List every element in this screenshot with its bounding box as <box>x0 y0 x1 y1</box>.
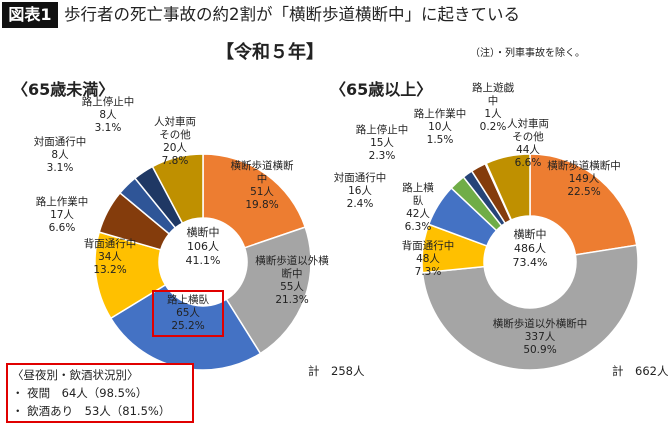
category-label: 人対車両その他 <box>154 116 196 141</box>
center-label: 横断中 106人 41.1% <box>173 226 233 268</box>
percent-label: 6.6% <box>514 157 542 169</box>
total-label: 計 258人 <box>308 364 365 378</box>
value-label: 10人 <box>428 121 452 133</box>
slice-label: 路上遊戯中 1人 0.2% <box>468 82 518 134</box>
badge: 図表1 <box>2 2 58 28</box>
value-label: 44人 <box>516 144 540 156</box>
value-label: 48人 <box>416 253 440 265</box>
center-value-label: 486人 <box>514 242 546 255</box>
value-label: 51人 <box>250 186 274 198</box>
value-label: 1人 <box>484 108 502 120</box>
annotation-line: ・ 飲酒あり 53人（81.5%） <box>12 404 171 418</box>
center-percent-label: 41.1% <box>185 254 221 267</box>
slice-label: 背面通行中 48人 7.3% <box>396 240 460 279</box>
percent-label: 25.2% <box>171 320 205 332</box>
percent-label: 3.1% <box>94 122 122 134</box>
slice-label: 横断歩道以外横断中 337人 50.9% <box>485 318 595 357</box>
chart-title: 〈65歳以上〉 <box>330 80 433 99</box>
value-label: 65人 <box>176 307 200 319</box>
percent-label: 1.5% <box>426 134 454 146</box>
value-label: 34人 <box>98 251 122 263</box>
slice-label: 背面通行中 34人 13.2% <box>80 238 140 277</box>
category-label: 背面通行中 <box>83 238 137 250</box>
slice-label: 路上停止中 8人 3.1% <box>78 96 138 135</box>
slice-label: 横断歩道横断中 51人 19.8% <box>230 160 294 212</box>
category-label: 横断歩道横断中 <box>230 160 294 185</box>
center-name: 横断中 <box>513 228 547 241</box>
slice-label: 対面通行中 16人 2.4% <box>330 172 390 211</box>
slice-label: 路上停止中 15人 2.3% <box>352 124 412 163</box>
title: 歩行者の死亡事故の約2割が「横断歩道横断中」に起きている <box>64 5 520 24</box>
slice-label: 路上作業中 10人 1.5% <box>408 108 472 147</box>
category-label: 横断歩道以外横断中 <box>255 255 329 280</box>
category-label: 路上停止中 <box>355 124 409 136</box>
category-label: 横断歩道横断中 <box>547 160 621 172</box>
percent-label: 2.3% <box>368 150 396 162</box>
percent-label: 21.3% <box>275 294 309 306</box>
percent-label: 13.2% <box>93 264 127 276</box>
category-label: 路上遊戯中 <box>472 82 514 107</box>
value-label: 17人 <box>50 209 74 221</box>
percent-label: 0.2% <box>479 121 507 133</box>
category-label: 背面通行中 <box>401 240 455 252</box>
slice <box>202 153 307 249</box>
category-label: 横断歩道以外横断中 <box>492 318 588 330</box>
slice-label: 対面通行中 8人 3.1% <box>30 136 90 175</box>
percent-label: 6.3% <box>404 221 432 233</box>
center-name: 横断中 <box>186 226 220 239</box>
center-percent-label: 73.4% <box>512 256 548 269</box>
slice-label: 横断歩道以外横断中 55人 21.3% <box>253 255 331 307</box>
category-label: 対面通行中 <box>33 136 87 148</box>
category-label: 対面通行中 <box>333 172 387 184</box>
slice <box>151 153 204 225</box>
slice-label: 横断歩道横断中 149人 22.5% <box>539 160 629 199</box>
percent-label: 6.6% <box>48 222 76 234</box>
value-label: 16人 <box>348 185 372 197</box>
slice-label: 路上横臥 42人 6.3% <box>398 182 438 234</box>
value-label: 55人 <box>280 281 304 293</box>
percent-label: 22.5% <box>567 186 601 198</box>
total-label: 計 662人 <box>612 364 669 378</box>
annotation-line: ・ 夜間 64人（98.5%） <box>12 386 148 400</box>
annotation-title: 〈昼夜別・飲酒状況別〉 <box>12 368 139 382</box>
value-label: 15人 <box>370 137 394 149</box>
percent-label: 3.1% <box>46 162 74 174</box>
slice <box>485 153 531 221</box>
category-label: 路上横臥 <box>402 182 434 207</box>
percent-label: 7.3% <box>414 266 442 278</box>
annotation: 〈昼夜別・飲酒状況別〉 ・ 夜間 64人（98.5%） ・ 飲酒あり 53人（8… <box>6 363 194 423</box>
subtitle: 【令和５年】 <box>216 42 324 63</box>
category-label: 路上作業中 <box>35 196 89 208</box>
value-label: 42人 <box>406 208 430 220</box>
category-label: 路上作業中 <box>413 108 467 120</box>
value-label: 149人 <box>568 173 600 185</box>
chart-title: 〈65歳未満〉 <box>12 80 115 99</box>
percent-label: 19.8% <box>245 199 279 211</box>
slice <box>225 226 312 355</box>
slice-label: 人対車両その他 44人 6.6% <box>503 118 553 170</box>
percent-label: 7.8% <box>161 155 189 167</box>
percent-label: 50.9% <box>523 344 557 356</box>
center-value-label: 106人 <box>187 240 219 253</box>
value-label: 337人 <box>524 331 556 343</box>
slice <box>529 153 638 256</box>
value-label: 8人 <box>99 109 117 121</box>
slice-label: 路上横臥 65人 25.2% <box>152 290 224 337</box>
value-label: 20人 <box>163 142 187 154</box>
slice <box>421 244 639 371</box>
category-label: 路上横臥 <box>167 294 209 306</box>
value-label: 8人 <box>51 149 69 161</box>
note: （注）・列車事故を除く。 <box>470 48 585 59</box>
center-label: 横断中 486人 73.4% <box>500 228 560 270</box>
slice-label: 人対車両その他 20人 7.8% <box>150 116 200 168</box>
percent-label: 2.4% <box>346 198 374 210</box>
category-label: 路上停止中 <box>81 96 135 108</box>
slice-label: 路上作業中 17人 6.6% <box>32 196 92 235</box>
category-label: 人対車両その他 <box>507 118 549 143</box>
